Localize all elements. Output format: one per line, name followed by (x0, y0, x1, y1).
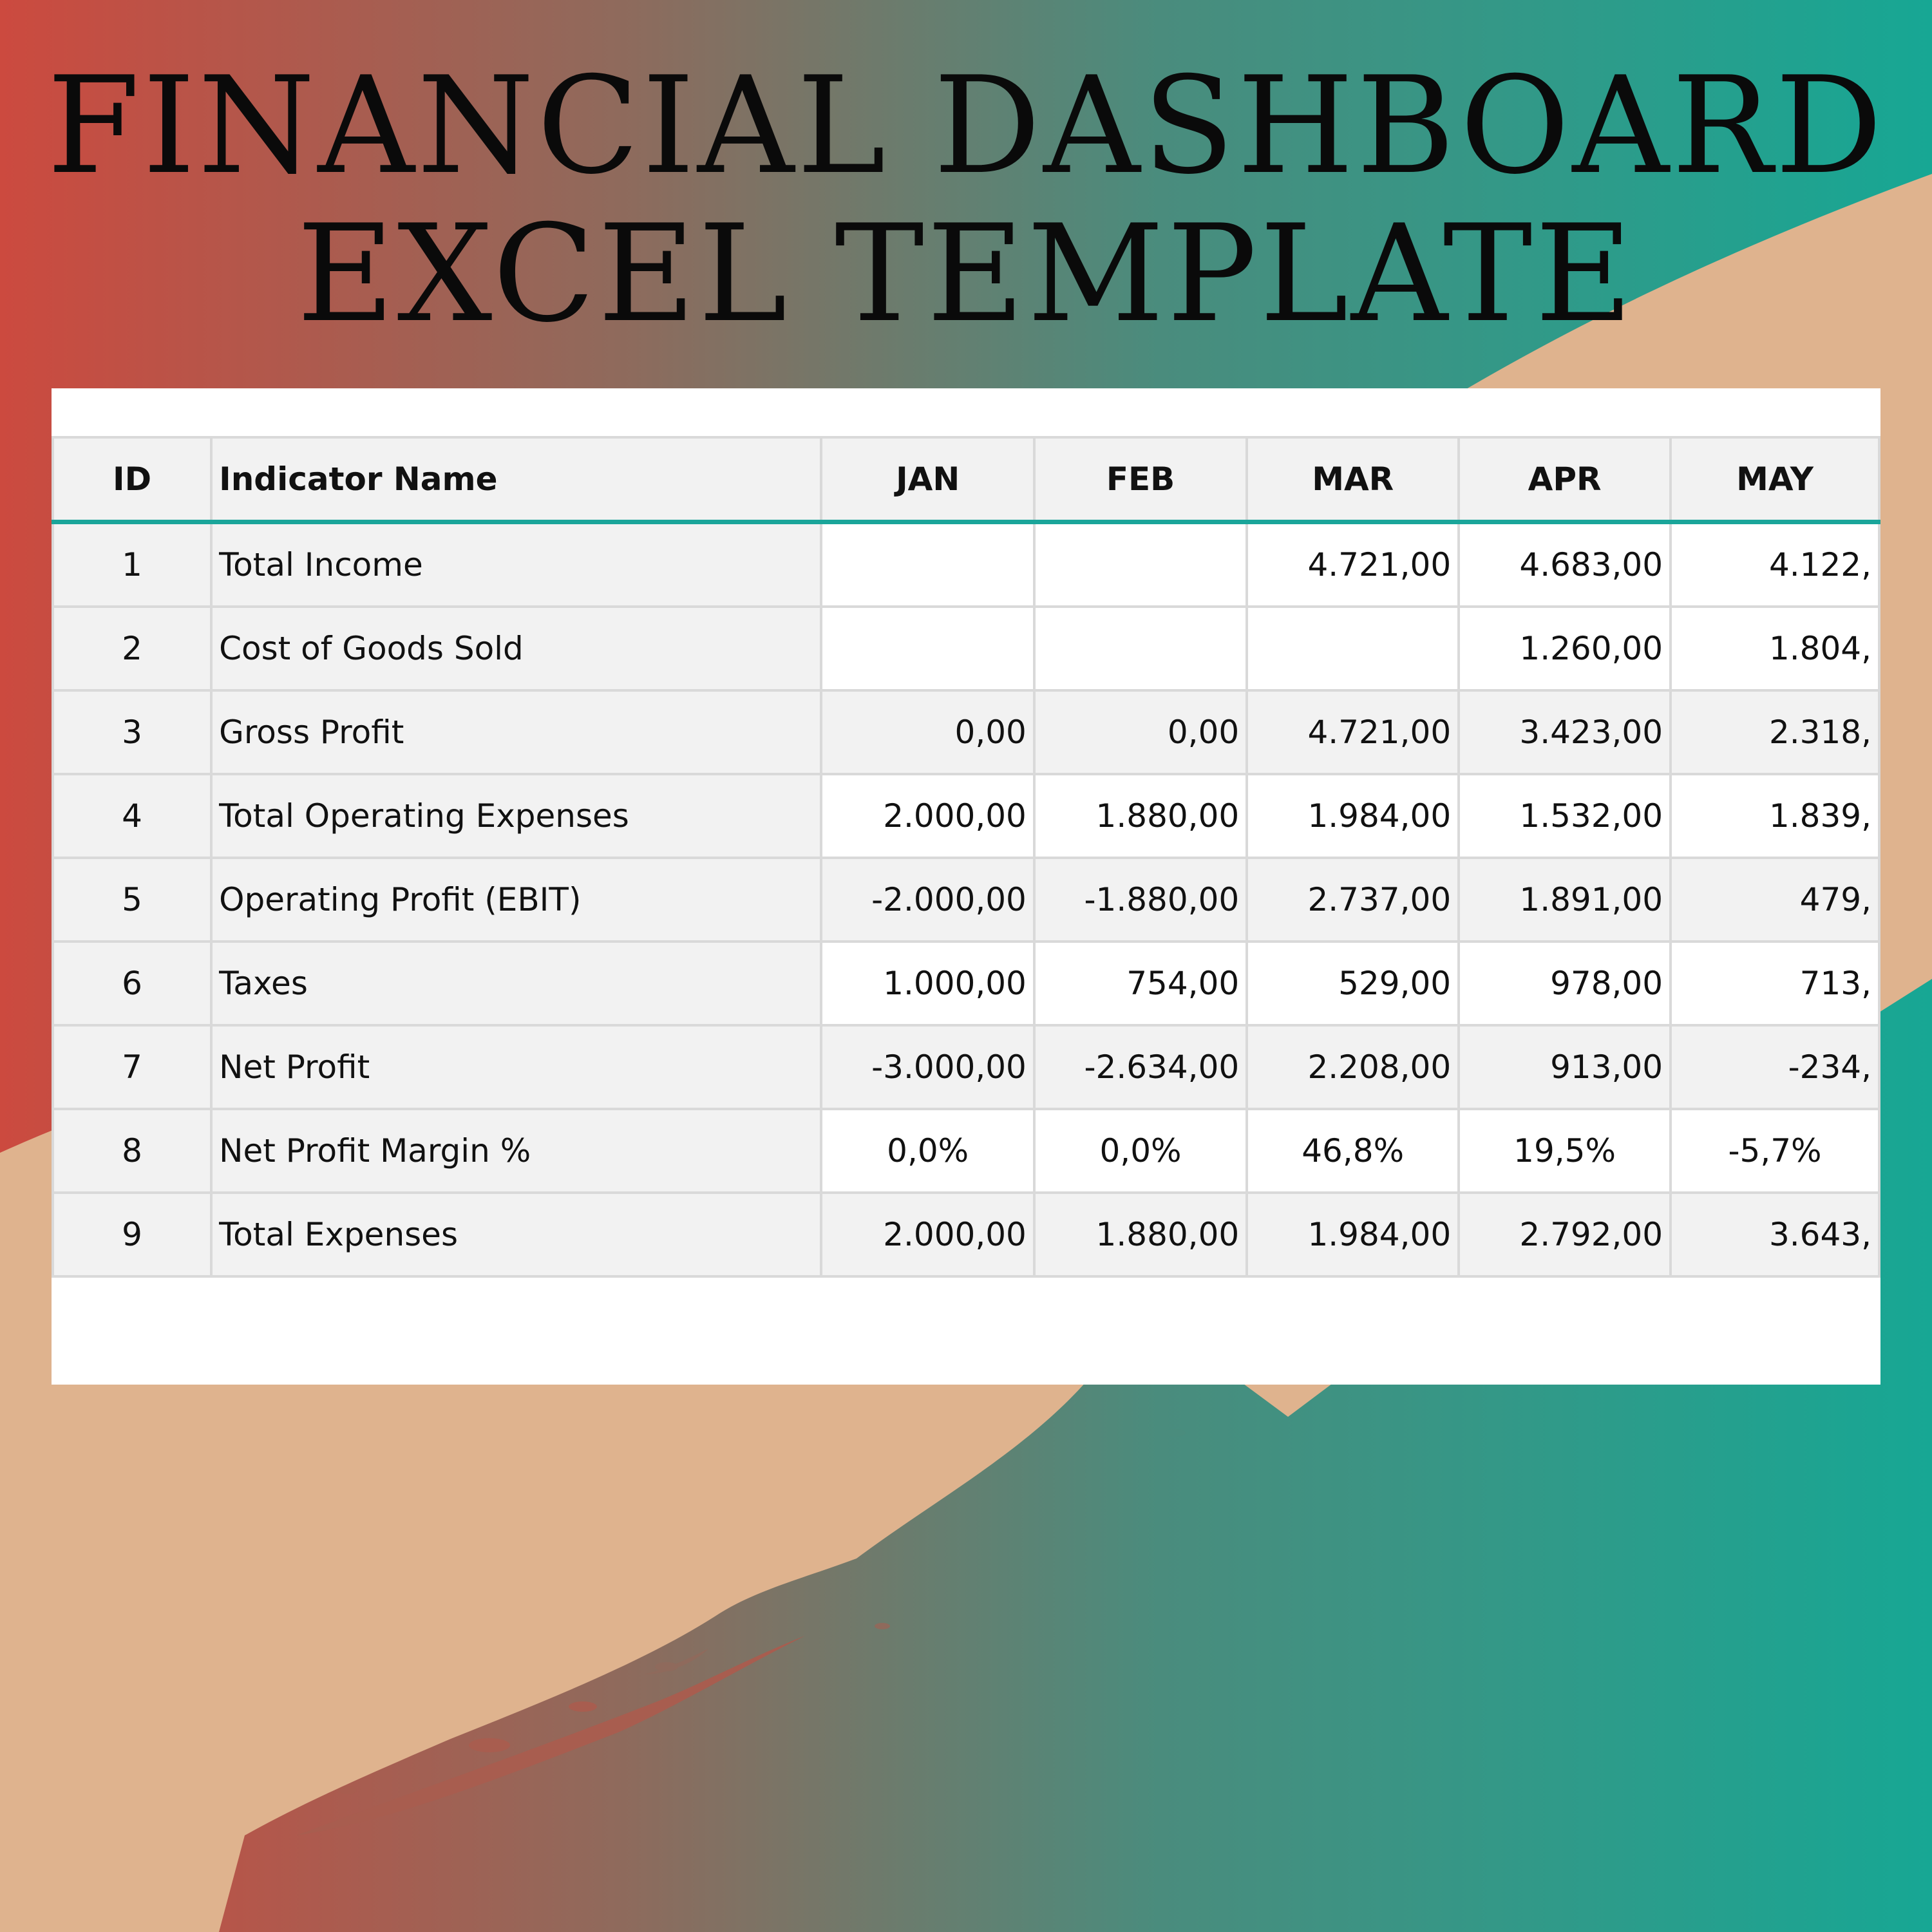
value-cell[interactable]: 2.000,00 (820, 773, 1036, 859)
value-cell[interactable]: 4.721,00 (1245, 520, 1461, 608)
indicator-name[interactable]: Operating Profit (EBIT) (210, 857, 823, 943)
percent-cell[interactable]: 0,0% (820, 1108, 1036, 1194)
indicator-name[interactable]: Cost of Goods Sold (210, 605, 823, 692)
value-cell[interactable]: 1.839, (1669, 773, 1880, 859)
value-cell[interactable] (820, 605, 1036, 692)
value-cell[interactable]: 3.643, (1669, 1191, 1880, 1278)
row-id[interactable]: 4 (52, 773, 213, 859)
row-id[interactable]: 8 (52, 1108, 213, 1194)
brush-dot (655, 1662, 678, 1671)
value-cell[interactable]: -2.634,00 (1032, 1024, 1249, 1110)
column-header-indicator-name[interactable]: Indicator Name (210, 436, 823, 524)
percent-cell[interactable]: 0,0% (1032, 1108, 1249, 1194)
page-title-line-1: FINANCIAL DASHBOARD (46, 48, 1886, 204)
table-row: 6 Taxes 1.000,00 754,00 529,00 978,00 71… (52, 940, 1880, 1027)
value-cell[interactable]: 0,00 (820, 689, 1036, 775)
value-cell[interactable] (1245, 605, 1461, 692)
table-row: 5 Operating Profit (EBIT) -2.000,00 -1.8… (52, 857, 1880, 943)
percent-cell[interactable]: 19,5% (1457, 1108, 1672, 1194)
value-cell[interactable]: 0,00 (1032, 689, 1249, 775)
indicator-name[interactable]: Net Profit Margin % (210, 1108, 823, 1194)
value-cell[interactable]: 713, (1669, 940, 1880, 1027)
value-cell[interactable]: 1.891,00 (1457, 857, 1672, 943)
brush-dot (569, 1701, 597, 1712)
value-cell[interactable] (1032, 605, 1249, 692)
value-cell[interactable]: -234, (1669, 1024, 1880, 1110)
table-row: 9 Total Expenses 2.000,00 1.880,00 1.984… (52, 1191, 1880, 1278)
indicator-name[interactable]: Total Operating Expenses (210, 773, 823, 859)
table-row: 8 Net Profit Margin % 0,0% 0,0% 46,8% 19… (52, 1108, 1880, 1194)
value-cell[interactable]: 4.721,00 (1245, 689, 1461, 775)
percent-cell[interactable]: 46,8% (1245, 1108, 1461, 1194)
value-cell[interactable]: -1.880,00 (1032, 857, 1249, 943)
indicator-name[interactable]: Taxes (210, 940, 823, 1027)
value-cell[interactable]: 4.683,00 (1457, 520, 1672, 608)
table-row: 3 Gross Profit 0,00 0,00 4.721,00 3.423,… (52, 689, 1880, 775)
value-cell[interactable]: 2.792,00 (1457, 1191, 1672, 1278)
value-cell[interactable]: 1.804, (1669, 605, 1880, 692)
brush-dot (339, 1786, 357, 1794)
value-cell[interactable]: -2.000,00 (820, 857, 1036, 943)
value-cell[interactable]: 1.532,00 (1457, 773, 1672, 859)
value-cell[interactable]: 3.423,00 (1457, 689, 1672, 775)
row-id[interactable]: 7 (52, 1024, 213, 1110)
table-row: 7 Net Profit -3.000,00 -2.634,00 2.208,0… (52, 1024, 1880, 1110)
value-cell[interactable]: 2.318, (1669, 689, 1880, 775)
value-cell[interactable]: 978,00 (1457, 940, 1672, 1027)
table-row: 2 Cost of Goods Sold 1.260,00 1.804, (52, 605, 1880, 692)
row-id[interactable]: 1 (52, 520, 213, 608)
indicator-name[interactable]: Gross Profit (210, 689, 823, 775)
column-header-month[interactable]: MAY (1669, 436, 1880, 524)
row-id[interactable]: 3 (52, 689, 213, 775)
brush-dot (1165, 1429, 1186, 1437)
spreadsheet-panel: ID Indicator Name JAN FEB MAR APR MAY 1 … (52, 388, 1880, 1385)
indicator-name[interactable]: Net Profit (210, 1024, 823, 1110)
column-header-month[interactable]: FEB (1032, 436, 1249, 524)
column-header-month[interactable]: APR (1457, 436, 1672, 524)
value-cell[interactable]: 1.880,00 (1032, 1191, 1249, 1278)
value-cell[interactable]: 1.984,00 (1245, 1191, 1461, 1278)
value-cell[interactable]: 1.984,00 (1245, 773, 1461, 859)
column-header-month[interactable]: JAN (820, 436, 1036, 524)
row-id[interactable]: 5 (52, 857, 213, 943)
row-id[interactable]: 6 (52, 940, 213, 1027)
value-cell[interactable]: 529,00 (1245, 940, 1461, 1027)
value-cell[interactable]: 1.000,00 (820, 940, 1036, 1027)
value-cell[interactable] (1032, 520, 1249, 608)
value-cell[interactable]: 2.737,00 (1245, 857, 1461, 943)
page-title-line-2: EXCEL TEMPLATE (296, 196, 1636, 352)
value-cell[interactable]: 1.880,00 (1032, 773, 1249, 859)
brush-dot (875, 1623, 890, 1629)
value-cell[interactable]: 754,00 (1032, 940, 1249, 1027)
value-cell[interactable]: 1.260,00 (1457, 605, 1672, 692)
column-header-id[interactable]: ID (52, 436, 213, 524)
row-id[interactable]: 2 (52, 605, 213, 692)
value-cell[interactable]: 479, (1669, 857, 1880, 943)
indicator-name[interactable]: Total Expenses (210, 1191, 823, 1278)
header-row: ID Indicator Name JAN FEB MAR APR MAY (52, 436, 1880, 524)
brush-dot (469, 1738, 510, 1752)
value-cell[interactable] (820, 520, 1036, 608)
indicator-name[interactable]: Total Income (210, 520, 823, 608)
table-row: 1 Total Income 4.721,00 4.683,00 4.122, (52, 520, 1880, 608)
row-id[interactable]: 9 (52, 1191, 213, 1278)
table-row: 4 Total Operating Expenses 2.000,00 1.88… (52, 773, 1880, 859)
percent-cell[interactable]: -5,7% (1669, 1108, 1880, 1194)
value-cell[interactable]: 4.122, (1669, 520, 1880, 608)
value-cell[interactable]: -3.000,00 (820, 1024, 1036, 1110)
value-cell[interactable]: 2.208,00 (1245, 1024, 1461, 1110)
column-header-month[interactable]: MAR (1245, 436, 1461, 524)
value-cell[interactable]: 913,00 (1457, 1024, 1672, 1110)
value-cell[interactable]: 2.000,00 (820, 1191, 1036, 1278)
financial-table: ID Indicator Name JAN FEB MAR APR MAY 1 … (52, 436, 1880, 1278)
